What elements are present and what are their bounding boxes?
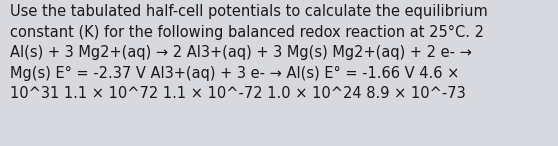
Text: Use the tabulated half-cell potentials to calculate the equilibrium
constant (K): Use the tabulated half-cell potentials t… xyxy=(10,4,488,101)
